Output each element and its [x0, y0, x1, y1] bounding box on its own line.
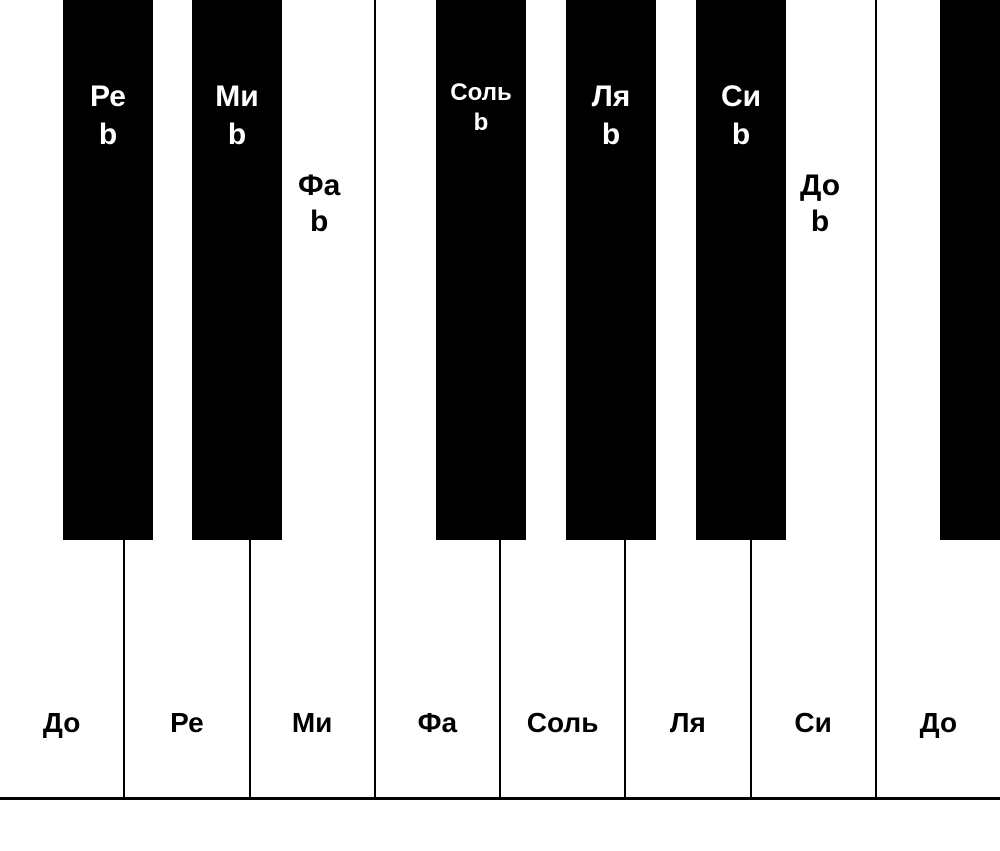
overlay-label-do-flat: До b	[800, 168, 840, 240]
white-key-label: До	[43, 708, 80, 739]
white-key-label: Ми	[292, 708, 333, 739]
black-key-label: Ми b	[215, 78, 258, 153]
white-key-label: Ля	[670, 708, 706, 739]
black-key-label: Ре b	[90, 78, 126, 153]
black-key-label: Соль b	[450, 78, 511, 138]
black-key-label: Си b	[721, 78, 761, 153]
black-key-edge-right[interactable]	[940, 0, 1000, 540]
white-key-label: Соль	[527, 708, 599, 739]
black-key-si-flat[interactable]: Си b	[696, 0, 786, 540]
black-key-sol-flat[interactable]: Соль b	[436, 0, 526, 540]
overlay-label-fa-flat: Фа b	[298, 168, 340, 240]
white-key-label: Си	[794, 708, 831, 739]
white-key-label: Ре	[170, 708, 204, 739]
piano-keyboard: До Ре Ми Фа Соль Ля Си До Ре b Ми b Соль…	[0, 0, 1000, 851]
black-key-mi-flat[interactable]: Ми b	[192, 0, 282, 540]
black-key-re-flat[interactable]: Ре b	[63, 0, 153, 540]
white-key-label: До	[920, 708, 957, 739]
white-key-label: Фа	[418, 708, 457, 739]
black-key-label: Ля b	[592, 78, 631, 153]
black-key-la-flat[interactable]: Ля b	[566, 0, 656, 540]
